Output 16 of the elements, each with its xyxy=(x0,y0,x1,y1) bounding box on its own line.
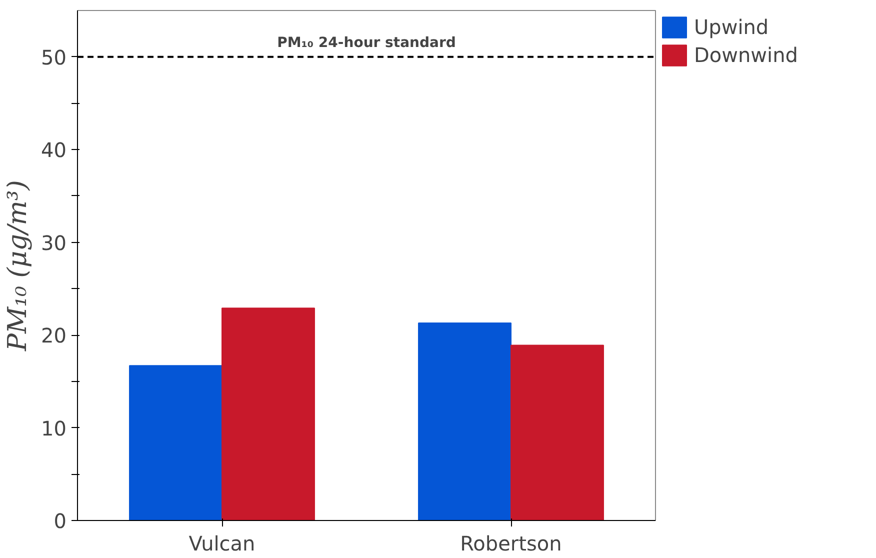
legend-label: Upwind xyxy=(694,15,769,39)
x-tick-label: Robertson xyxy=(460,532,562,556)
y-tick-label: 50 xyxy=(41,45,67,70)
legend-label: Downwind xyxy=(694,43,798,67)
bar xyxy=(222,308,315,520)
x-tick-label: Vulcan xyxy=(188,532,256,556)
bar xyxy=(418,322,512,520)
y-tick-label: 30 xyxy=(41,230,67,255)
bar xyxy=(129,365,222,520)
y-tick-label: 0 xyxy=(54,509,67,533)
y-tick-label: 40 xyxy=(41,138,67,162)
bar xyxy=(510,344,604,520)
y-tick-label: 10 xyxy=(41,416,67,440)
ref-line-label: PM₁₀ 24-hour standard xyxy=(277,34,456,51)
y-tick-label: 20 xyxy=(41,324,67,348)
y-axis-title: PM₁₀ (μg/m³) xyxy=(3,180,34,352)
